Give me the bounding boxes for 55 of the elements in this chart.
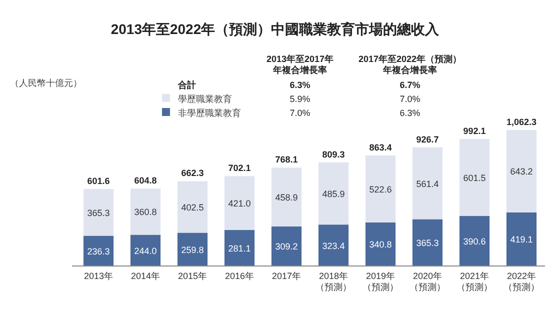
text: 合計: [177, 80, 196, 90]
legend-label: 非學歷職業教育: [178, 108, 241, 118]
total-label: 604.8: [134, 176, 157, 186]
text: 5.9%: [290, 94, 310, 104]
text: 7.0%: [400, 94, 420, 104]
text: 7.0%: [290, 108, 310, 118]
x-tick-label: 2016年: [224, 271, 254, 281]
total-label: 926.7: [416, 134, 439, 144]
data-label: 281.1: [228, 244, 251, 254]
data-label: 643.2: [510, 166, 533, 177]
data-label: 402.5: [181, 202, 204, 212]
x-tick-label: 2013年: [84, 271, 114, 281]
text: 年複合增長率: [382, 65, 437, 75]
data-label: 340.8: [369, 240, 392, 250]
data-label: 323.4: [322, 240, 345, 251]
data-label: 485.9: [322, 188, 345, 199]
data-label: 360.8: [134, 207, 157, 218]
x-tick-label: 2019年（預測）: [362, 271, 398, 292]
data-label: 236.3: [87, 246, 110, 256]
data-label: 421.0: [228, 198, 251, 209]
total-label: 768.1: [275, 154, 298, 165]
data-label: 419.1: [510, 234, 533, 245]
y-axis-title: （人民幣十億元）: [10, 78, 82, 88]
data-label: 244.0: [134, 246, 157, 256]
data-label: 601.5: [463, 172, 486, 183]
x-tick-label: 2022年（預測）: [504, 271, 540, 292]
total-label: 702.1: [228, 163, 251, 174]
text: 6.3%: [290, 80, 310, 90]
x-tick-label: 2021年（預測）: [456, 271, 492, 292]
data-label: 259.8: [181, 244, 204, 255]
data-label: 458.9: [275, 192, 298, 203]
total-label: 992.1: [463, 126, 486, 136]
text: 6.7%: [400, 80, 420, 90]
data-label: 390.6: [463, 236, 486, 246]
total-label: 601.6: [87, 176, 110, 186]
total-label: 1,062.3: [506, 117, 537, 127]
text: 年複合增長率: [272, 65, 327, 75]
x-tick-label: 2014年: [130, 271, 160, 281]
data-label: 365.3: [416, 238, 439, 248]
data-label: 309.2: [275, 242, 298, 252]
total-label: 863.4: [369, 142, 392, 152]
x-tick-label: 2017年: [272, 271, 302, 281]
x-tick-label: 2020年（預測）: [410, 271, 446, 292]
data-label: 365.3: [87, 208, 110, 218]
data-label: 522.6: [369, 184, 392, 194]
text: 2013年至2017年: [266, 54, 334, 64]
total-label: 662.3: [181, 168, 204, 178]
legend-label: 學歷職業教育: [178, 94, 232, 104]
x-tick-label: 2015年: [178, 271, 208, 281]
data-label: 561.4: [416, 178, 439, 189]
x-tick-label: 2018年（預測）: [316, 271, 352, 292]
chart-title: 2013年至2022年（預測）中國職業教育市場的總收入: [110, 21, 440, 37]
text: 6.3%: [400, 108, 420, 118]
text: 2017年至2022年（預測）: [358, 54, 462, 64]
total-label: 809.3: [322, 149, 345, 160]
